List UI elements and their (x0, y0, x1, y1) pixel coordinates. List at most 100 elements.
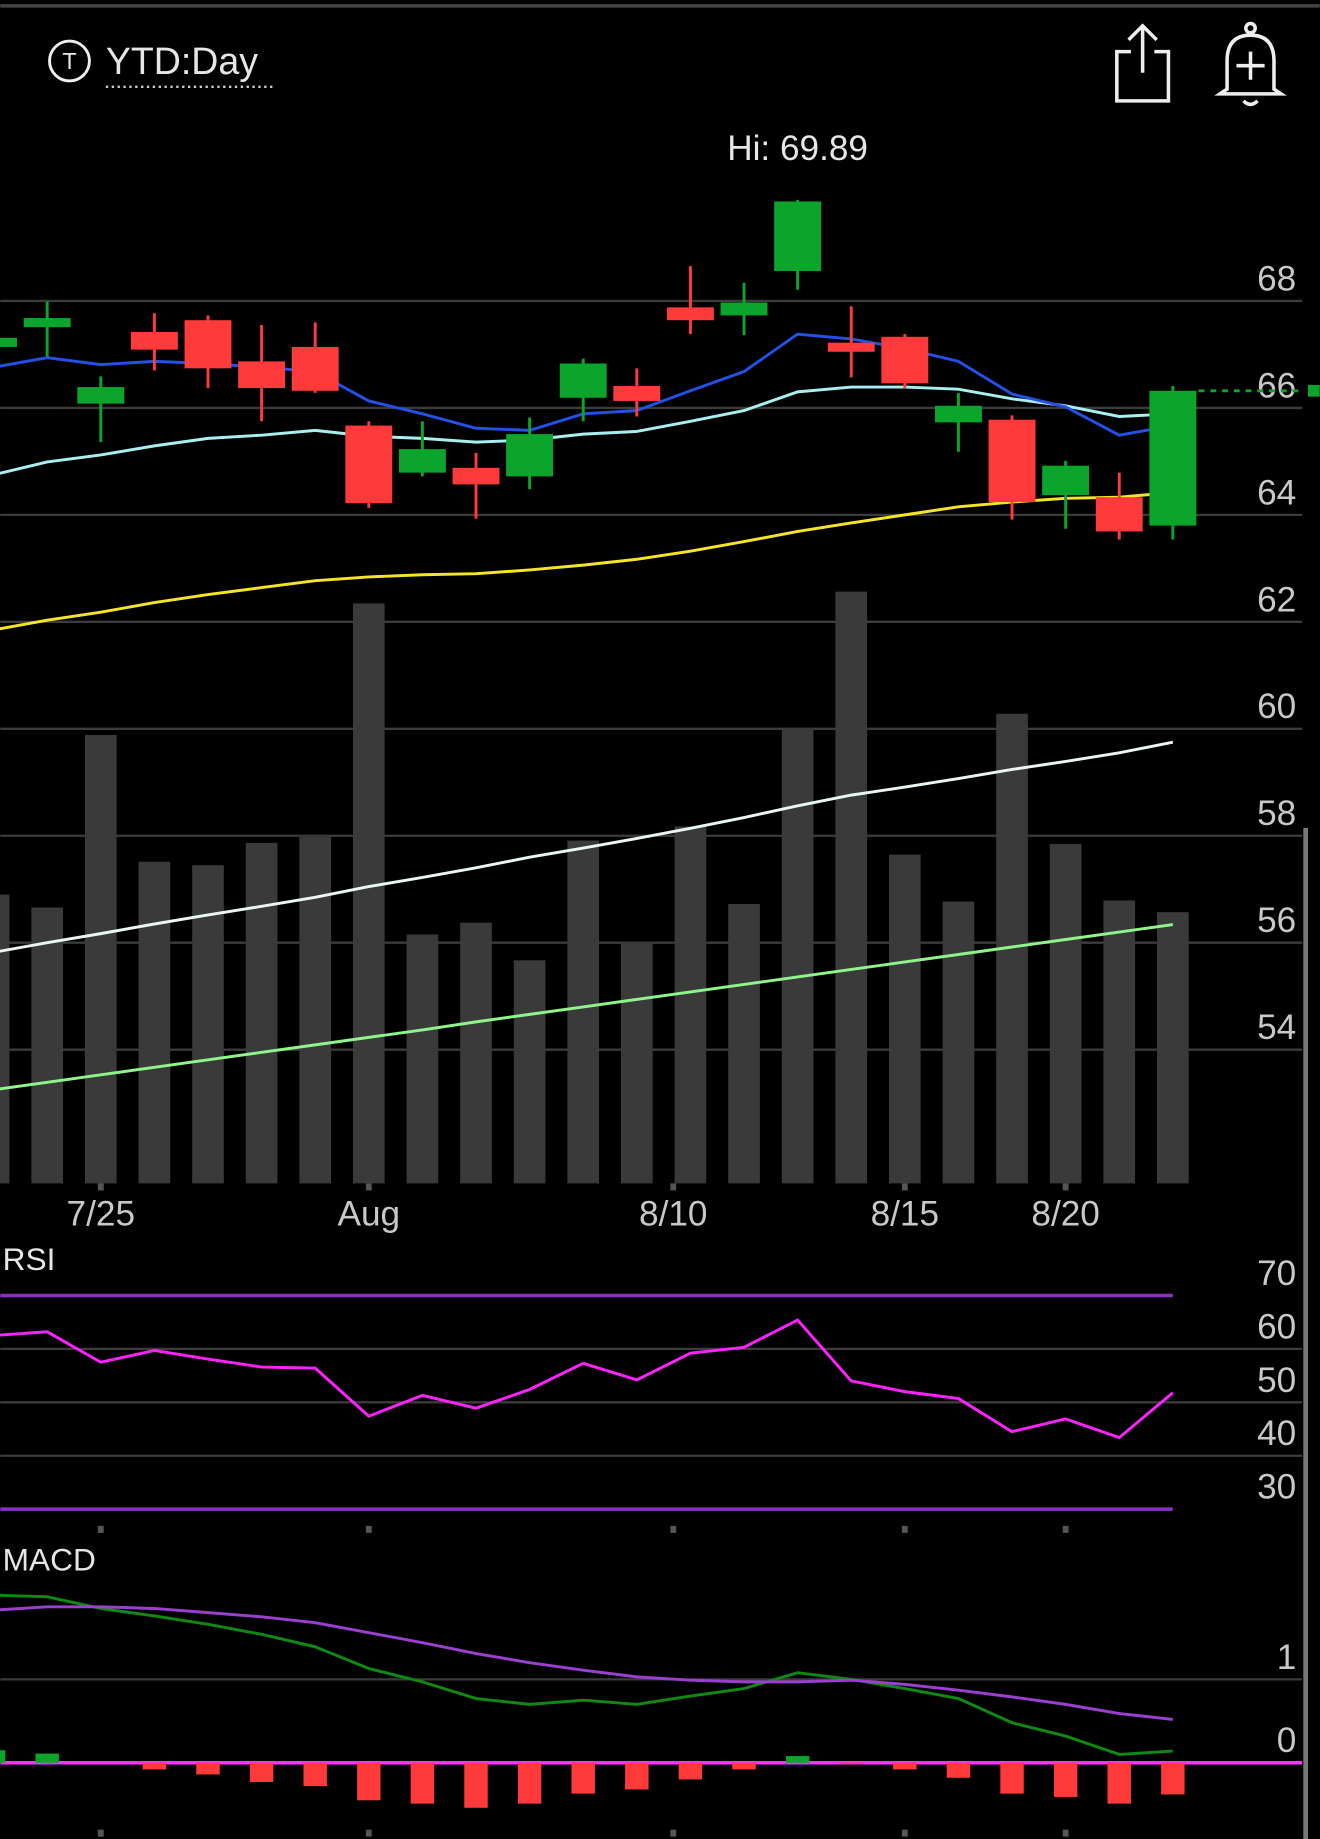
indicator-line (0, 740, 1174, 953)
volume-bar (1157, 912, 1189, 1184)
histogram-bar (1107, 1762, 1131, 1804)
volume-bar (84, 734, 117, 1184)
bell-clapper (1242, 99, 1259, 107)
candle-body (130, 331, 178, 350)
y-tick-label: 30 (1257, 1468, 1296, 1507)
histogram-bar (1053, 1762, 1078, 1797)
candle-body (0, 337, 18, 347)
histogram-bar (678, 1762, 703, 1780)
candle-body (934, 405, 982, 423)
panel-title: RSI (3, 1241, 56, 1277)
volume-bar (1049, 844, 1082, 1184)
indicator-line (0, 1593, 1173, 1756)
y-tick-label: 1 (1277, 1638, 1297, 1677)
histogram-bar (625, 1762, 649, 1790)
y-tick-label: 64 (1257, 473, 1296, 512)
bell-top (1244, 21, 1257, 35)
alert-button[interactable] (1214, 21, 1287, 107)
volume-bar (781, 727, 814, 1184)
x-tick-label: 7/25 (67, 1195, 135, 1234)
y-tick-label: 40 (1257, 1414, 1296, 1453)
bell-plus (1236, 51, 1265, 80)
histogram-bar (357, 1762, 381, 1801)
y-tick-label: 66 (1257, 366, 1296, 405)
candle-body (1095, 497, 1143, 532)
indicator-line (0, 490, 1173, 631)
volume-bar (138, 861, 171, 1184)
volume-bar (728, 903, 760, 1184)
range-selector[interactable]: T YTD:Day (48, 39, 275, 88)
histogram-bar (946, 1762, 971, 1778)
indicator-line (0, 385, 1173, 475)
y-tick-label: 54 (1257, 1008, 1296, 1047)
x-tick-label: 8/10 (639, 1195, 707, 1234)
share-box (1115, 49, 1171, 103)
histogram-bar (839, 1762, 863, 1764)
share-button[interactable] (1115, 23, 1171, 103)
volume-bar (513, 960, 546, 1184)
y-tick-label: 68 (1257, 259, 1296, 298)
histogram-bar (1000, 1762, 1024, 1794)
x-tick-label: 8/20 (1031, 1195, 1099, 1234)
x-tick-label: Aug (338, 1195, 401, 1234)
panel-title: MACD (3, 1541, 96, 1577)
indicator-line (0, 1605, 1174, 1721)
range-title: YTD:Day (106, 40, 258, 82)
volume-bar (31, 907, 64, 1184)
volume-bar (460, 922, 492, 1184)
candle-body (184, 320, 232, 369)
candle-body (452, 467, 500, 485)
candle-body (613, 385, 661, 401)
histogram-bar (517, 1762, 542, 1804)
candle-body (1042, 465, 1090, 496)
y-tick-label: 58 (1257, 794, 1296, 833)
candle-body (774, 201, 822, 271)
histogram-bar (303, 1762, 327, 1787)
volume-bar (245, 842, 278, 1184)
volume-bar (835, 591, 868, 1184)
volume-bar (299, 837, 332, 1184)
y-tick-label: 60 (1257, 687, 1296, 726)
candle-body (291, 346, 339, 391)
y-tick-label: 62 (1257, 580, 1296, 619)
volume-bar (620, 941, 653, 1184)
indicator-line (0, 1318, 1174, 1440)
histogram-bar (464, 1762, 488, 1808)
histogram-bar (410, 1762, 435, 1804)
histogram-bar (0, 1750, 6, 1763)
candle-body (398, 449, 446, 473)
histogram-bar (35, 1753, 59, 1763)
y-tick-label: 60 (1257, 1307, 1296, 1346)
histogram-bar (196, 1762, 220, 1775)
candle-body (881, 336, 929, 384)
volume-bar (1103, 900, 1136, 1184)
candle-body (666, 307, 714, 321)
histogram-bar (249, 1762, 274, 1782)
candle-body (988, 419, 1036, 503)
candle-body (827, 342, 875, 352)
high-annotation: Hi: 69.89 (727, 129, 868, 168)
volume-bar (888, 854, 921, 1184)
y-tick-label: 50 (1257, 1361, 1296, 1400)
volume-bar (192, 865, 224, 1184)
candle-body (506, 434, 554, 477)
histogram-bar (142, 1762, 167, 1770)
candle-body (238, 361, 286, 389)
y-tick-label: 56 (1257, 901, 1296, 940)
x-tick-label: 8/15 (871, 1195, 939, 1234)
indicator-line (0, 923, 1174, 1091)
histogram-bar (893, 1762, 917, 1770)
histogram-bar (785, 1756, 810, 1763)
histogram-bar (1161, 1762, 1185, 1795)
bell (1214, 33, 1287, 96)
candle-body (559, 363, 607, 398)
volume-bar (352, 603, 385, 1184)
candle-body (345, 425, 393, 504)
volume-bar (0, 894, 10, 1184)
candle-body (23, 318, 71, 328)
volume-bar (406, 934, 439, 1184)
y-tick-label: 70 (1257, 1254, 1296, 1293)
share-arrow (1127, 23, 1158, 73)
y-tick-label: 0 (1277, 1721, 1297, 1760)
